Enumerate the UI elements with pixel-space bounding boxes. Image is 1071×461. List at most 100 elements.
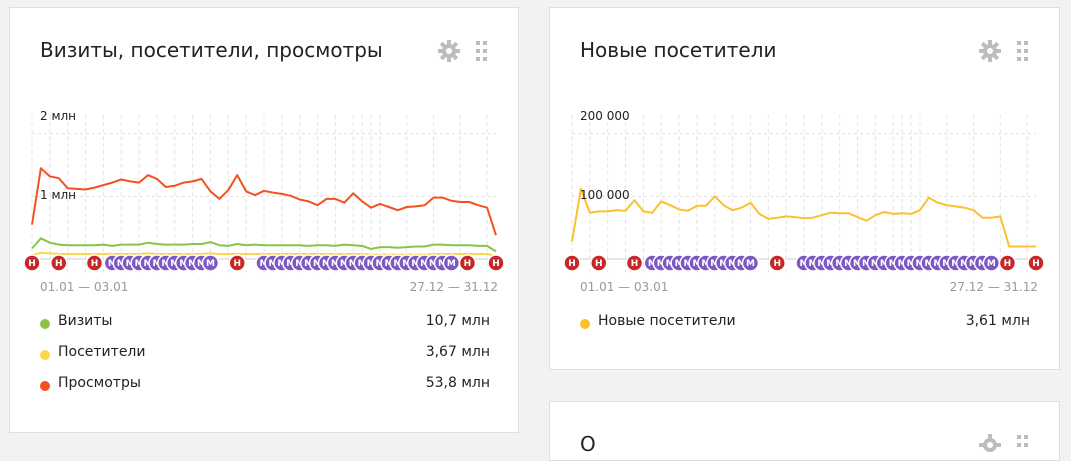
series-line — [31, 237, 497, 253]
chart-visits: ННННММММММММММММММММММММММММММММММММММНН… — [23, 103, 505, 294]
series-line — [571, 187, 1036, 248]
gear-icon[interactable] — [979, 40, 1001, 66]
chart-new-visitors: ННННММММММММММММММММММММММММММММММММММНН… — [563, 103, 1045, 294]
svg-text:М: М — [304, 259, 313, 269]
holiday-marker[interactable]: Н — [50, 254, 68, 272]
svg-text:М: М — [853, 259, 862, 269]
svg-text:М: М — [684, 259, 693, 269]
chart-svg: ННННММММММММММММММММММММММММММММММММММНН… — [563, 109, 1045, 294]
legend-dot — [580, 319, 590, 329]
svg-text:М: М — [960, 259, 969, 269]
svg-text:М: М — [710, 259, 719, 269]
event-marker[interactable]: М — [741, 254, 760, 272]
svg-text:Н: Н — [464, 259, 472, 269]
svg-text:М: М — [916, 259, 925, 269]
svg-text:Н: Н — [233, 259, 241, 269]
drag-handle-icon[interactable] — [476, 40, 488, 66]
svg-text:М: М — [438, 259, 447, 269]
legend-label: Просмотры — [58, 375, 141, 391]
legend-dot — [40, 319, 50, 329]
svg-text:М: М — [349, 259, 358, 269]
legend-value: 53,8 млн — [425, 375, 490, 391]
svg-text:М: М — [393, 259, 402, 269]
svg-text:Н: Н — [1032, 259, 1040, 269]
svg-text:М: М — [447, 259, 456, 269]
svg-text:М: М — [675, 259, 684, 269]
svg-text:М: М — [701, 259, 710, 269]
svg-text:М: М — [179, 259, 188, 269]
holiday-marker[interactable]: Н — [998, 254, 1017, 272]
svg-text:М: М — [384, 259, 393, 269]
series-line — [31, 251, 497, 257]
svg-text:М: М — [322, 259, 331, 269]
legend-label: Посетители — [58, 344, 146, 360]
svg-text:Н: Н — [773, 259, 781, 269]
svg-text:М: М — [161, 259, 170, 269]
holiday-marker[interactable]: Н — [23, 254, 41, 272]
legend-dot — [40, 350, 50, 360]
svg-text:М: М — [117, 259, 126, 269]
svg-text:М: М — [969, 259, 978, 269]
gear-icon[interactable] — [979, 434, 1001, 460]
holiday-marker[interactable]: Н — [563, 254, 581, 272]
svg-text:Н: Н — [631, 259, 639, 269]
svg-text:М: М — [295, 259, 304, 269]
legend-value: 10,7 млн — [425, 313, 490, 329]
holiday-marker[interactable]: Н — [458, 254, 477, 272]
holiday-marker[interactable]: Н — [768, 254, 786, 272]
svg-text:М: М — [898, 259, 907, 269]
holiday-marker[interactable]: Н — [85, 254, 104, 272]
legend-item-new-visitors[interactable]: Новые посетители 3,61 млн — [580, 313, 1030, 344]
holiday-marker[interactable]: Н — [1027, 254, 1045, 272]
widget-visits-visitors-pageviews: Визиты, посетители, просмотры — [9, 7, 519, 433]
event-marker[interactable]: М — [201, 254, 220, 272]
svg-text:М: М — [817, 259, 826, 269]
widget-title: Новые посетители — [580, 38, 777, 62]
svg-text:М: М — [657, 259, 666, 269]
svg-text:М: М — [924, 259, 933, 269]
svg-text:М: М — [268, 259, 277, 269]
chart-svg: ННННММММММММММММММММММММММММММММММММММНН… — [23, 109, 505, 294]
holiday-marker[interactable]: Н — [487, 254, 505, 272]
holiday-marker[interactable]: Н — [590, 254, 608, 272]
svg-text:М: М — [692, 259, 701, 269]
gear-icon[interactable] — [438, 40, 460, 66]
widget-title: О — [580, 432, 596, 456]
event-marker[interactable]: М — [982, 254, 1001, 272]
legend: Новые посетители 3,61 млн — [580, 313, 1030, 344]
svg-text:Н: Н — [568, 259, 576, 269]
range-end-label: 27.12 — 31.12 — [950, 280, 1038, 294]
holiday-marker[interactable]: Н — [228, 254, 246, 272]
svg-text:М: М — [737, 259, 746, 269]
legend-item-pageviews[interactable]: Просмотры 53,8 млн — [40, 375, 490, 406]
range-end-label: 27.12 — 31.12 — [410, 280, 498, 294]
svg-text:М: М — [728, 259, 737, 269]
svg-text:М: М — [746, 259, 755, 269]
drag-handle-icon[interactable] — [1017, 434, 1029, 460]
svg-text:М: М — [402, 259, 411, 269]
svg-text:М: М — [933, 259, 942, 269]
event-marker[interactable]: М — [442, 254, 461, 272]
holiday-marker[interactable]: Н — [625, 254, 644, 272]
svg-text:М: М — [987, 259, 996, 269]
drag-handle-icon[interactable] — [1017, 40, 1029, 66]
svg-text:М: М — [871, 259, 880, 269]
svg-text:М: М — [889, 259, 898, 269]
legend-item-visitors[interactable]: Посетители 3,67 млн — [40, 344, 490, 375]
svg-text:М: М — [358, 259, 367, 269]
widget-third: О — [549, 401, 1060, 461]
svg-text:Н: Н — [595, 259, 603, 269]
svg-text:Н: Н — [1004, 259, 1012, 269]
legend-item-visits[interactable]: Визиты 10,7 млн — [40, 313, 490, 344]
y-tick-label: 1 млн — [40, 188, 76, 202]
svg-text:Н: Н — [492, 259, 500, 269]
svg-text:М: М — [951, 259, 960, 269]
svg-text:М: М — [666, 259, 675, 269]
svg-text:М: М — [126, 259, 135, 269]
legend: Визиты 10,7 млн Посетители 3,67 млн Прос… — [40, 313, 490, 406]
legend-value: 3,61 млн — [965, 313, 1030, 329]
svg-text:М: М — [420, 259, 429, 269]
legend-dot — [40, 381, 50, 391]
svg-text:М: М — [808, 259, 817, 269]
svg-text:М: М — [367, 259, 376, 269]
